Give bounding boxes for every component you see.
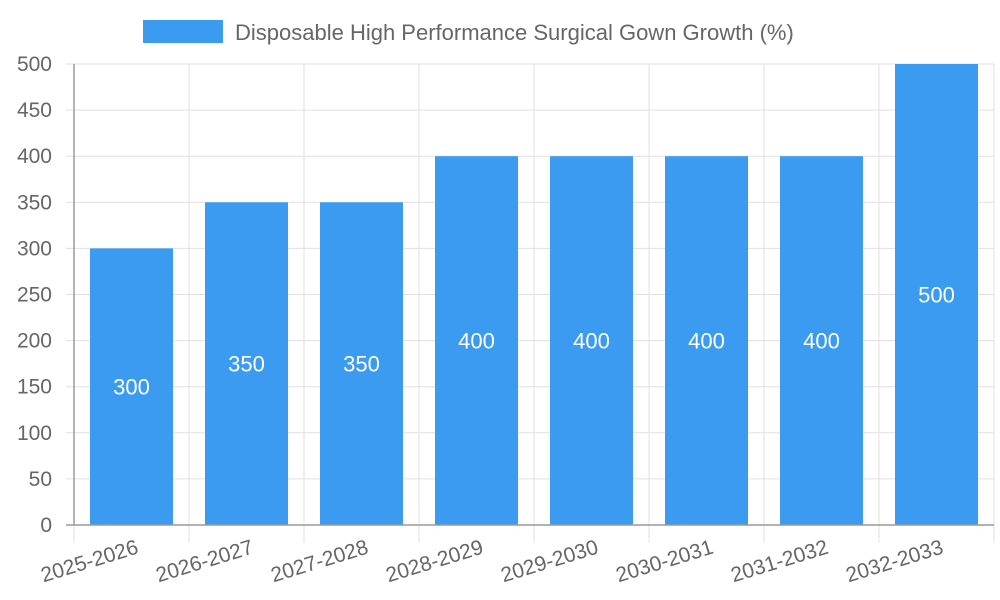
bar xyxy=(895,64,978,525)
data-labels: 300 350 350 400 400 400 400 500 xyxy=(113,283,955,400)
bars xyxy=(90,64,978,526)
y-tick-label: 300 xyxy=(17,237,52,260)
bar xyxy=(320,202,403,526)
x-tick-label: 2026-2027 xyxy=(153,536,256,587)
x-tick-label: 2027-2028 xyxy=(268,536,371,587)
bar-value-label: 400 xyxy=(573,329,610,354)
x-tick-label: 2030-2031 xyxy=(613,536,716,587)
legend-swatch xyxy=(143,20,223,43)
y-tick-label: 250 xyxy=(17,284,52,307)
bar-value-label: 300 xyxy=(113,375,150,400)
bar xyxy=(550,156,633,525)
bar-value-label: 350 xyxy=(343,352,380,377)
bar-value-label: 400 xyxy=(688,329,725,354)
legend-label: Disposable High Performance Surgical Gow… xyxy=(235,20,794,45)
bar xyxy=(780,156,863,525)
y-tick-label: 150 xyxy=(17,376,52,399)
y-tick-label: 0 xyxy=(40,514,52,537)
x-tick-label: 2029-2030 xyxy=(498,536,601,587)
axes xyxy=(66,64,994,526)
bar-value-label: 400 xyxy=(458,329,495,354)
y-tick-label: 500 xyxy=(17,53,52,76)
bar-value-label: 350 xyxy=(228,352,265,377)
y-tick-label: 400 xyxy=(17,145,52,168)
bar xyxy=(205,202,288,526)
bar xyxy=(665,156,748,525)
bar-value-label: 400 xyxy=(803,329,840,354)
x-tick-label: 2025-2026 xyxy=(38,536,141,587)
y-tick-label: 450 xyxy=(17,99,52,122)
bar xyxy=(90,248,173,525)
x-tick-label: 2031-2032 xyxy=(728,536,831,587)
x-tick-label: 2028-2029 xyxy=(383,536,486,587)
bar-value-label: 500 xyxy=(918,283,955,308)
x-tick-label: 2032-2033 xyxy=(843,536,946,587)
y-tick-label: 350 xyxy=(17,191,52,214)
y-tick-label: 200 xyxy=(17,330,52,353)
bar xyxy=(435,156,518,525)
y-tick-label: 50 xyxy=(29,468,52,491)
y-tick-label: 100 xyxy=(17,422,52,445)
legend: Disposable High Performance Surgical Gow… xyxy=(143,20,794,45)
